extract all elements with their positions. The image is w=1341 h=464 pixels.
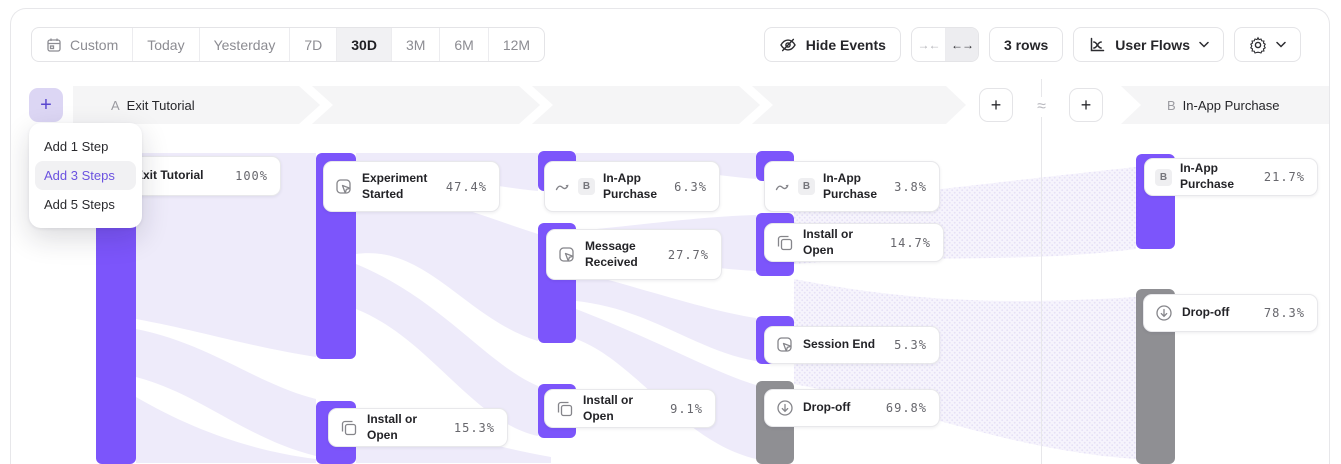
date-range-label: Custom	[70, 36, 119, 53]
menu-item-add-5-steps[interactable]: Add 5 Steps	[44, 197, 115, 212]
settings-dropdown[interactable]	[1234, 27, 1301, 62]
step-b-letter: B	[1167, 97, 1176, 113]
flow-node-message-received[interactable]: Message Received 27.7%	[546, 229, 722, 280]
rows-button[interactable]: 3 rows	[988, 27, 1064, 62]
flow-node-install-or-open-3[interactable]: Install or Open 9.1%	[544, 389, 716, 428]
width-toggle-group: →← ←→	[910, 27, 979, 62]
add-step-button-after-a[interactable]: +	[979, 88, 1013, 122]
date-range-30d[interactable]: 30D	[337, 28, 392, 61]
step-b-header-band[interactable]: B In-App Purchase	[1121, 86, 1329, 124]
flow-node-exit-tutorial[interactable]: Exit Tutorial 100%	[124, 156, 281, 196]
toolbar-right: Hide Events →← ←→ 3 rows User Flows	[763, 27, 1301, 62]
step-b-badge: B	[1155, 168, 1172, 186]
hide-events-button[interactable]: Hide Events	[763, 27, 901, 62]
drop-off-icon	[775, 398, 795, 418]
event-cursor-icon	[775, 335, 795, 355]
collapse-arrows-icon: →←	[917, 37, 940, 52]
date-range-12m[interactable]: 12M	[502, 36, 531, 53]
menu-item-add-1-step[interactable]: Add 1 Step	[44, 139, 109, 154]
date-range-7d[interactable]: 7D	[290, 28, 338, 61]
flow-chart-icon	[1088, 36, 1106, 54]
step-a-header-band[interactable]: A Exit Tutorial	[73, 86, 966, 124]
drop-off-icon	[1154, 303, 1174, 323]
step-b-badge: B	[578, 178, 595, 195]
menu-item-add-3-steps[interactable]: Add 3 Steps	[35, 161, 136, 190]
event-cursor-icon	[334, 177, 354, 197]
chevron-down-icon	[1276, 41, 1286, 48]
flow-node-in-app-purchase-b[interactable]: B In-App Purchase 21.7%	[1144, 158, 1318, 196]
event-cursor-icon	[557, 245, 577, 265]
install-or-open-icon	[775, 233, 795, 253]
date-range-custom[interactable]: Custom	[32, 28, 134, 61]
chevron-down-icon	[1199, 41, 1209, 48]
indirect-flow-icon	[775, 181, 790, 193]
indirect-flow-icon	[555, 181, 570, 193]
step-a-letter: A	[111, 97, 120, 113]
flow-node-install-or-open-2[interactable]: Install or Open 15.3%	[328, 408, 508, 447]
add-step-button-active[interactable]: +	[29, 88, 63, 122]
eye-off-icon	[779, 36, 797, 54]
view-selector-dropdown[interactable]: User Flows	[1073, 27, 1224, 62]
step-a-event-label: Exit Tutorial	[126, 97, 195, 113]
step-b-event-label: In-App Purchase	[1182, 97, 1280, 113]
flow-node-experiment-started[interactable]: Experiment Started 47.4%	[323, 161, 500, 212]
install-or-open-icon	[555, 399, 575, 419]
date-range-3m[interactable]: 3M	[392, 28, 441, 61]
approx-gap-symbol: ≈	[1031, 97, 1052, 117]
flow-node-session-end[interactable]: Session End 5.3%	[764, 326, 940, 364]
gear-icon	[1249, 36, 1267, 54]
flow-node-install-or-open-4[interactable]: Install or Open 14.7%	[764, 223, 944, 262]
add-step-button-before-b[interactable]: +	[1069, 88, 1103, 122]
flow-node-in-app-purchase-3[interactable]: B In-App Purchase 6.3%	[544, 161, 720, 212]
expand-arrows-icon: ←→	[950, 37, 974, 52]
date-range-today[interactable]: Today	[133, 28, 200, 61]
install-or-open-icon	[339, 418, 359, 438]
date-range-yesterday[interactable]: Yesterday	[200, 28, 291, 61]
user-flows-panel: Custom Today Yesterday 7D 30D 3M 6M 12M …	[10, 8, 1330, 464]
add-step-menu: Add 1 Step Add 3 Steps Add 5 Steps	[29, 123, 142, 228]
date-range-selector: Custom Today Yesterday 7D 30D 3M 6M 12M	[31, 27, 546, 62]
flow-node-drop-off-4[interactable]: Drop-off 69.8%	[764, 389, 940, 427]
step-b-badge: B	[798, 178, 815, 195]
date-range-6m[interactable]: 6M	[440, 28, 489, 61]
flow-node-in-app-purchase-4[interactable]: B In-App Purchase 3.8%	[764, 161, 940, 212]
calendar-icon	[46, 37, 62, 53]
section-divider	[1041, 79, 1042, 464]
expand-width-button[interactable]: ←→	[944, 28, 978, 61]
collapse-width-button[interactable]: →←	[912, 28, 945, 61]
flow-node-drop-off-b[interactable]: Drop-off 78.3%	[1143, 294, 1318, 332]
